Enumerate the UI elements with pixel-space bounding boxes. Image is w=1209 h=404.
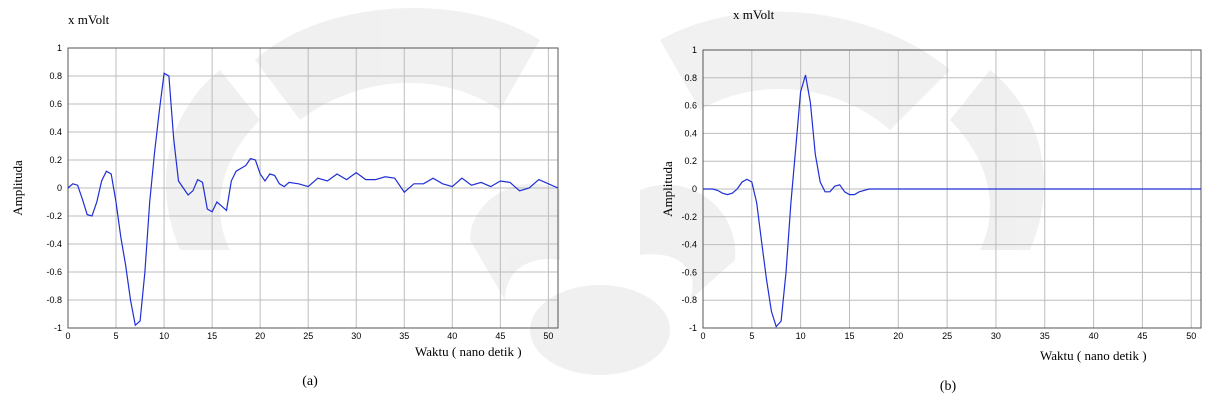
x-tick-label: 0 — [700, 331, 705, 341]
y-tick-label: -0.2 — [46, 211, 62, 221]
x-tick-label: 40 — [447, 331, 457, 341]
x-tick-label: 35 — [399, 331, 409, 341]
y-tick-label: -0.8 — [46, 295, 62, 305]
y-tick-label: 0.6 — [684, 101, 697, 111]
x-tick-label: 40 — [1089, 331, 1099, 341]
y-tick-label: 0.4 — [684, 128, 697, 138]
x-tick-label: 15 — [844, 331, 854, 341]
chart-title: x mVolt — [733, 7, 775, 22]
chart-a: 0 5 10 15 20 25 30 35 40 45 50 1 0.8 0.6 0.4 0.2 0 -0.2 -0… — [10, 12, 559, 389]
y-tick-label: -0.4 — [681, 240, 697, 250]
y-tick-label: -1 — [54, 323, 62, 333]
series-line — [67, 72, 559, 327]
x-tick-label: 35 — [1040, 331, 1050, 341]
y-tick-label: -0.6 — [681, 267, 697, 277]
x-tick-label: 25 — [303, 331, 313, 341]
y-tick-label: 0.6 — [49, 99, 62, 109]
y-tick-label: -0.8 — [681, 295, 697, 305]
y-tick-label: 1 — [692, 45, 697, 55]
x-tick-label: 5 — [114, 331, 119, 341]
y-tick-label: 0 — [57, 183, 62, 193]
x-tick-label: 45 — [495, 331, 505, 341]
x-tick-label: 50 — [1186, 331, 1196, 341]
x-tick-label: 20 — [893, 331, 903, 341]
y-axis-label: Amplituda — [660, 161, 675, 217]
x-tick-label: 0 — [65, 331, 70, 341]
y-tick-label: 1 — [57, 43, 62, 53]
x-tick-label: 30 — [351, 331, 361, 341]
y-tick-label: -0.2 — [681, 212, 697, 222]
figure-caption: (b) — [940, 379, 957, 394]
x-tick-label: 10 — [159, 331, 169, 341]
y-tick-label: 0.2 — [49, 155, 62, 165]
x-axis-label: Waktu ( nano detik ) — [415, 344, 522, 359]
figure-caption: (a) — [302, 374, 318, 389]
x-tick-label: 15 — [207, 331, 217, 341]
y-axis-label: Amplituda — [10, 160, 25, 216]
x-tick-label: 5 — [749, 331, 754, 341]
x-tick-label: 30 — [991, 331, 1001, 341]
x-tick-label: 10 — [796, 331, 806, 341]
y-tick-label: 0.8 — [49, 71, 62, 81]
x-tick-label: 50 — [543, 331, 553, 341]
y-tick-label: 0.4 — [49, 127, 62, 137]
x-tick-label: 25 — [942, 331, 952, 341]
chart-title: x mVolt — [68, 12, 110, 27]
x-axis-label: Waktu ( nano detik ) — [1040, 348, 1147, 363]
y-tick-label: 0.2 — [684, 156, 697, 166]
y-tick-label: 0 — [692, 184, 697, 194]
y-tick-label: -1 — [689, 323, 697, 333]
x-tick-label: 45 — [1137, 331, 1147, 341]
chart-b: 0 5 10 15 20 25 30 35 40 45 50 1 0.8 0.6 0.4 0.2 0 -0.2 -0… — [660, 7, 1202, 394]
y-tick-label: -0.4 — [46, 239, 62, 249]
series-line — [703, 74, 1201, 328]
y-tick-label: 0.8 — [684, 73, 697, 83]
y-tick-label: -0.6 — [46, 267, 62, 277]
x-tick-label: 20 — [255, 331, 265, 341]
